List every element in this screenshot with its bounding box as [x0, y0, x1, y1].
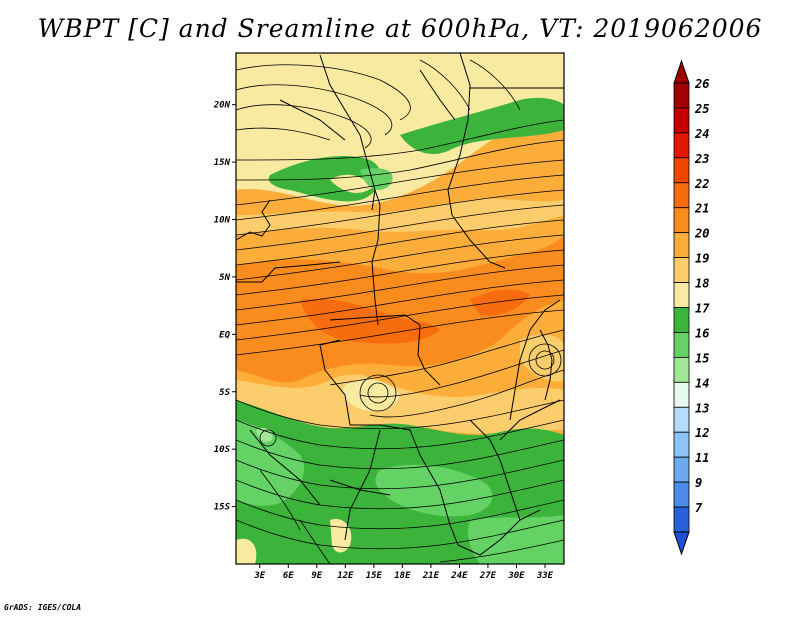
- colorbar-label: 13: [695, 401, 709, 415]
- colorbar-top-arrow: [673, 59, 690, 84]
- colorbar-swatch: [673, 431, 690, 458]
- latitude-axis: 20N 15N 10N 5N EQ 5S 10S 15S: [213, 101, 236, 513]
- map-title: WBPT [C] and Sreamline at 600hPa, VT: 20…: [37, 14, 763, 43]
- colorbar-label: 12: [695, 426, 709, 440]
- streamlines: [236, 59, 564, 564]
- colorbar-swatch: [673, 132, 690, 159]
- colorbar-label: 20: [694, 227, 709, 241]
- colorbar-swatch: [673, 282, 690, 308]
- lat-tick-label: 15S: [214, 503, 231, 513]
- lon-tick-label: 6E: [283, 571, 294, 581]
- lon-tick-label: 30E: [507, 571, 525, 581]
- colorbar-label: 23: [694, 152, 709, 166]
- colorbar-label: 22: [694, 177, 709, 191]
- lat-tick-label: 10S: [214, 445, 231, 455]
- wbpt-shaded-field: [236, 53, 564, 564]
- lat-tick-label: 5N: [219, 273, 230, 283]
- colorbar-label: 17: [695, 302, 710, 316]
- colorbar-label: 9: [695, 476, 702, 490]
- lat-tick-label: EQ: [219, 330, 230, 340]
- colorbar-swatch: [673, 381, 690, 408]
- colorbar-swatch: [673, 481, 690, 508]
- colorbar-swatch: [673, 307, 690, 333]
- lon-tick-label: 12E: [337, 571, 354, 581]
- lon-tick-label: 18E: [394, 571, 411, 581]
- colorbar-label: 15: [695, 351, 709, 365]
- colorbar-label: 7: [695, 501, 703, 515]
- colorbar-label: 14: [695, 376, 709, 390]
- colorbar-label: 19: [695, 252, 709, 266]
- colorbar-swatch: [673, 506, 690, 533]
- colorbar-swatch: [673, 207, 690, 234]
- country-borders: [236, 53, 564, 556]
- lon-tick-label: 27E: [479, 571, 497, 581]
- colorbar-label: 26: [694, 77, 709, 91]
- lon-tick-label: 3E: [253, 571, 265, 581]
- colorbar-label: 21: [694, 202, 709, 216]
- colorbar-swatch: [673, 406, 690, 433]
- lat-tick-label: 5S: [219, 388, 230, 398]
- lat-tick-label: 20N: [213, 101, 231, 111]
- plot-frame: [235, 52, 565, 565]
- colorbar: 26 25 24 23 22 21 20 19 18 17 16 15 14 13 12 11 9 7: [673, 59, 710, 556]
- colorbar-swatch: [673, 107, 690, 134]
- colorbar-swatch: [673, 356, 690, 383]
- colorbar-swatch: [673, 257, 690, 283]
- colorbar-swatch: [673, 157, 690, 184]
- colorbar-label: 24: [694, 127, 709, 141]
- colorbar-swatch: [673, 332, 690, 358]
- grads-credit: GrADS: IGES/COLA: [4, 603, 82, 612]
- lat-tick-label: 10N: [214, 216, 231, 226]
- colorbar-label: 25: [694, 102, 709, 116]
- colorbar-swatch: [673, 456, 690, 483]
- colorbar-bottom-arrow: [673, 531, 690, 556]
- lon-tick-label: 15E: [366, 571, 383, 581]
- colorbar-swatch: [673, 182, 690, 209]
- lon-tick-label: 33E: [536, 571, 554, 581]
- colorbar-label: 18: [695, 277, 709, 291]
- colorbar-swatch: [673, 232, 690, 259]
- lat-tick-label: 15N: [214, 158, 231, 168]
- colorbar-swatch: [673, 82, 690, 109]
- longitude-axis: 3E 6E 9E 12E 15E 18E 21E 24E 27E 30E 33E: [253, 564, 554, 581]
- lon-tick-label: 24E: [450, 571, 468, 581]
- colorbar-label: 11: [695, 451, 709, 465]
- lon-tick-label: 21E: [422, 571, 440, 581]
- colorbar-label: 16: [695, 326, 709, 340]
- lon-tick-label: 9E: [311, 571, 322, 581]
